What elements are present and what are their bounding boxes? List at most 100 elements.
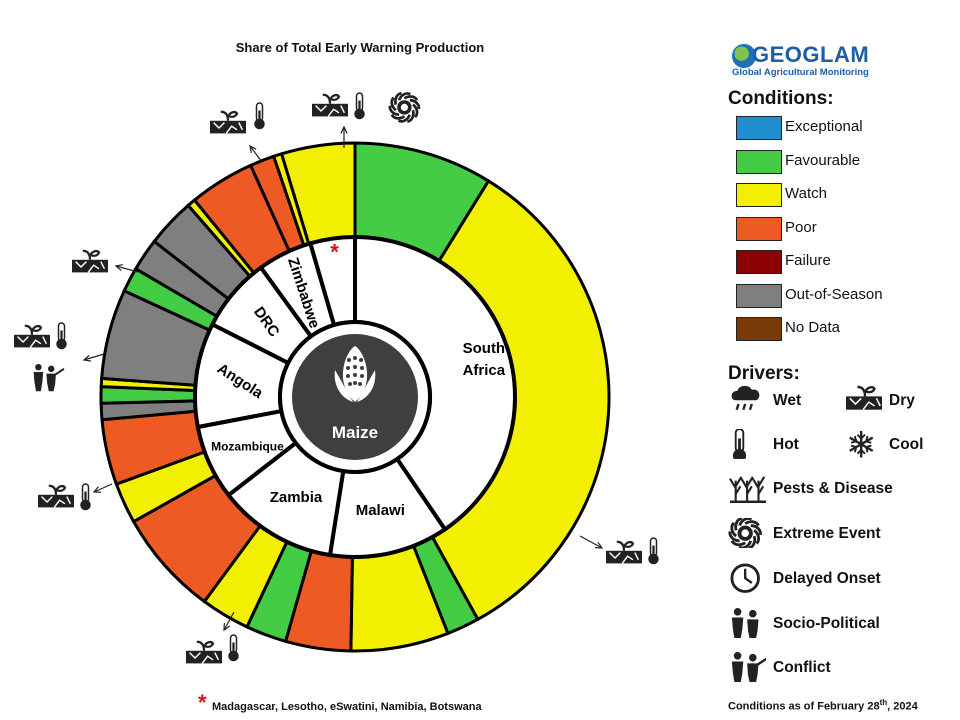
- legend: GEOGLAM Global Agricultural Monitoring C…: [728, 40, 953, 705]
- annotation-arrow: [114, 264, 123, 272]
- legend-swatch: [736, 283, 782, 308]
- snowflake-icon: [849, 430, 874, 458]
- legend-item-poor: Poor: [728, 211, 953, 245]
- maize-cob-icon: [334, 346, 376, 402]
- thermometer-icon: [732, 428, 747, 459]
- chart-title: Share of Total Early Warning Production: [235, 40, 485, 55]
- logo-name: GEOGLAM: [752, 42, 870, 67]
- rain-cloud-icon: [731, 385, 760, 410]
- thermometer-icon: [228, 634, 239, 662]
- globe-logo-icon: [732, 44, 756, 68]
- driver-label: Hot: [773, 435, 799, 453]
- dry-cracked-soil-icon: [312, 93, 348, 117]
- annotation-arrow: [82, 354, 92, 362]
- legend-swatch: [736, 116, 782, 140]
- dry-cracked-soil-icon: [38, 484, 74, 508]
- date-prefix: Conditions as of February 28: [728, 700, 880, 713]
- dry-cracked-soil-icon: [210, 110, 246, 134]
- annotation-zimbabwe: [312, 91, 421, 148]
- driver-label: Dry: [889, 391, 915, 409]
- footnote-marker: *: [198, 690, 207, 715]
- driver-label: Delayed Onset: [773, 569, 881, 587]
- legend-label: Exceptional: [785, 118, 863, 135]
- drivers-title: Drivers:: [728, 362, 800, 384]
- annotation-angola: [72, 249, 139, 273]
- clock-icon: [730, 562, 760, 593]
- dry-cracked-soil-icon: [606, 540, 642, 564]
- legend-label: Watch: [785, 185, 827, 202]
- people-icon: [731, 607, 759, 638]
- bare-trees-icon: [729, 475, 766, 503]
- thermometer-icon: [254, 102, 265, 130]
- legend-item-out-of-season: Out-of-Season: [728, 278, 953, 312]
- driver-label: Wet: [773, 391, 802, 409]
- driver-label: Conflict: [773, 658, 831, 676]
- armed-figures-icon: [731, 651, 766, 682]
- legend-item-no-data: No Data: [728, 311, 953, 345]
- rain-cloud-icon: [731, 385, 760, 410]
- drivers-grid: Wet Dry Hot Cool Pests & Disease Extreme Even…: [728, 385, 953, 705]
- inner-ring: South AfricaMalawiZambiaMozambiqueAngolaD…: [193, 234, 517, 559]
- logo-subtitle: Global Agricultural Monitoring: [732, 67, 869, 78]
- driver-label: Extreme Event: [773, 524, 881, 542]
- conditions-title: Conditions:: [728, 88, 834, 109]
- annotation-mozambique: [14, 322, 105, 392]
- legend-item-favourable: Favourable: [728, 144, 953, 178]
- thermometer-icon: [56, 322, 67, 350]
- legend-label: Favourable: [785, 151, 861, 169]
- date-note: Conditions as of February 28th, 2024: [728, 698, 918, 713]
- date-suffix: , 2024: [887, 700, 918, 713]
- center-hub: Maize: [278, 320, 432, 474]
- dry-cracked-soil-icon: [14, 324, 50, 348]
- legend-swatch: [736, 149, 782, 174]
- inner-label-mozambique: Mozambique: [211, 440, 284, 454]
- annotation-arrow: [92, 486, 102, 493]
- inner-label-other: *: [330, 239, 339, 264]
- conditions-list: Exceptional Favourable Watch Poor Failure Out…: [728, 110, 953, 345]
- center-label: Maize: [332, 423, 378, 442]
- inner-label-zambia: Zambia: [270, 489, 323, 506]
- people-icon: [731, 607, 759, 638]
- cyclone-icon: [728, 517, 762, 548]
- annotation-zambia: [38, 483, 113, 511]
- driver-label: Cool: [889, 435, 924, 453]
- dry-cracked-soil-icon: [846, 385, 882, 410]
- annotation-arrow: [249, 144, 257, 153]
- annotation-arrow: [594, 541, 604, 549]
- geoglam-logo: GEOGLAM Global Agricultural Monitoring: [728, 40, 953, 80]
- dry-cracked-soil-icon: [846, 385, 882, 410]
- annotation-malawi: [186, 611, 239, 664]
- date-sup: th: [879, 698, 888, 707]
- driver-label: Pests & Disease: [773, 479, 893, 497]
- driver-annotations: [14, 91, 659, 664]
- legend-item-exceptional: Exceptional: [728, 110, 953, 144]
- annotation-south-africa: [579, 535, 659, 565]
- thermometer-icon: [80, 483, 91, 511]
- legend-item-failure: Failure: [728, 244, 953, 278]
- legend-swatch: [736, 216, 782, 241]
- snowflake-icon: [849, 430, 874, 458]
- inner-label-malawi: Malawi: [356, 502, 405, 519]
- legend-label: Failure: [785, 252, 831, 269]
- clock-icon: [730, 562, 760, 593]
- legend-label: No Data: [785, 319, 841, 336]
- cyclone-icon: [728, 517, 762, 548]
- thermometer-icon: [648, 537, 659, 565]
- footnote-text: Madagascar, Lesotho, eSwatini, Namibia, …: [212, 701, 482, 713]
- inner-label-south-africa: South Africa: [463, 340, 506, 379]
- armed-figures-icon: [33, 364, 65, 392]
- bare-trees-icon: [729, 475, 766, 503]
- legend-label: Poor: [785, 218, 817, 236]
- legend-item-watch: Watch: [728, 177, 953, 211]
- dry-cracked-soil-icon: [72, 249, 108, 273]
- thermometer-icon: [354, 92, 365, 120]
- legend-swatch: [736, 250, 782, 274]
- annotation-drc: [210, 102, 265, 163]
- cyclone-icon: [388, 91, 421, 123]
- annotation-arrow: [340, 125, 348, 134]
- donut-chart: South AfricaMalawiZambiaMozambiqueAngolaD…: [14, 91, 659, 664]
- legend-swatch: [736, 183, 782, 207]
- armed-figures-icon: [731, 651, 766, 682]
- driver-label: Socio-Political: [773, 614, 880, 632]
- dry-cracked-soil-icon: [186, 640, 222, 664]
